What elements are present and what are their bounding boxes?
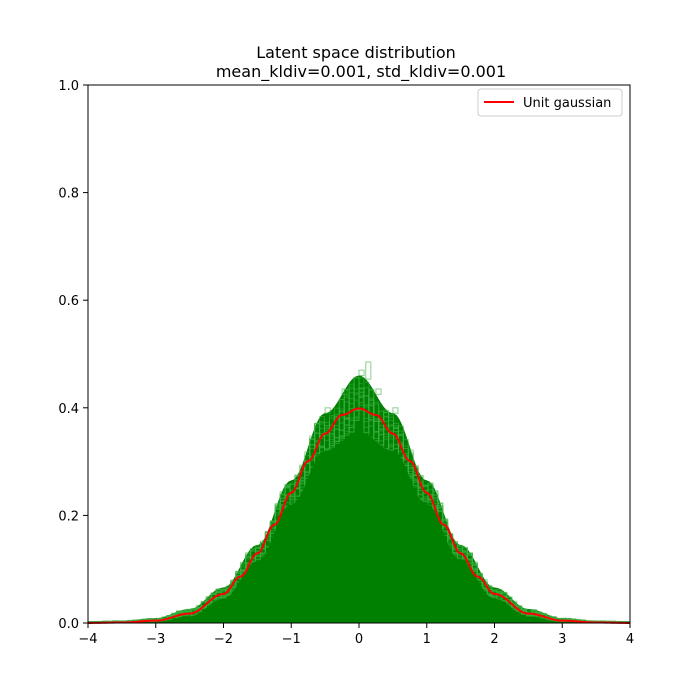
x-tick-label: −1: [282, 632, 301, 647]
x-tick-label: −2: [214, 632, 233, 647]
unit-gaussian-line: [87, 407, 631, 624]
chart-title: Latent space distribution: [256, 43, 456, 62]
y-tick-label: 0.2: [58, 509, 79, 524]
y-tick-label: 0.6: [58, 294, 79, 309]
y-tick-label: 1.0: [58, 79, 79, 94]
x-tick-label: −3: [146, 632, 165, 647]
histogram-peak-bin: [341, 388, 348, 395]
histogram-peak-bin: [365, 361, 372, 380]
axes: −4 −3 −2 −1 0 1 2 3 4 0.0 0.2 0.4 0.6 0.8 1.0: [58, 79, 634, 647]
x-tick-label: 3: [558, 632, 566, 647]
histogram-peak-bin: [392, 407, 399, 414]
plot-area: [0, 361, 700, 700]
histogram-peak-bin: [324, 407, 331, 414]
histogram-peak-bin: [358, 369, 365, 377]
histogram-core: [88, 432, 630, 623]
y-tick-label: 0.4: [58, 402, 79, 417]
chart-subtitle: mean_kldiv=0.001, std_kldiv=0.001: [216, 62, 506, 82]
y-tick-label: 0.8: [58, 187, 79, 202]
y-tick-label: 0.0: [58, 617, 79, 632]
x-tick-label: 4: [626, 632, 634, 647]
legend: Unit gaussian: [477, 88, 623, 117]
histogram-step: [88, 387, 630, 624]
x-tick-label: 0: [355, 632, 363, 647]
x-tick-label: 2: [490, 632, 498, 647]
x-tick-label: 1: [423, 632, 431, 647]
histogram-peak-bin: [375, 388, 382, 395]
x-tick-label: −4: [78, 632, 97, 647]
legend-box: [477, 88, 623, 117]
legend-label-unit-gaussian: Unit gaussian: [523, 96, 611, 111]
bottom-margin: [0, 624, 700, 700]
